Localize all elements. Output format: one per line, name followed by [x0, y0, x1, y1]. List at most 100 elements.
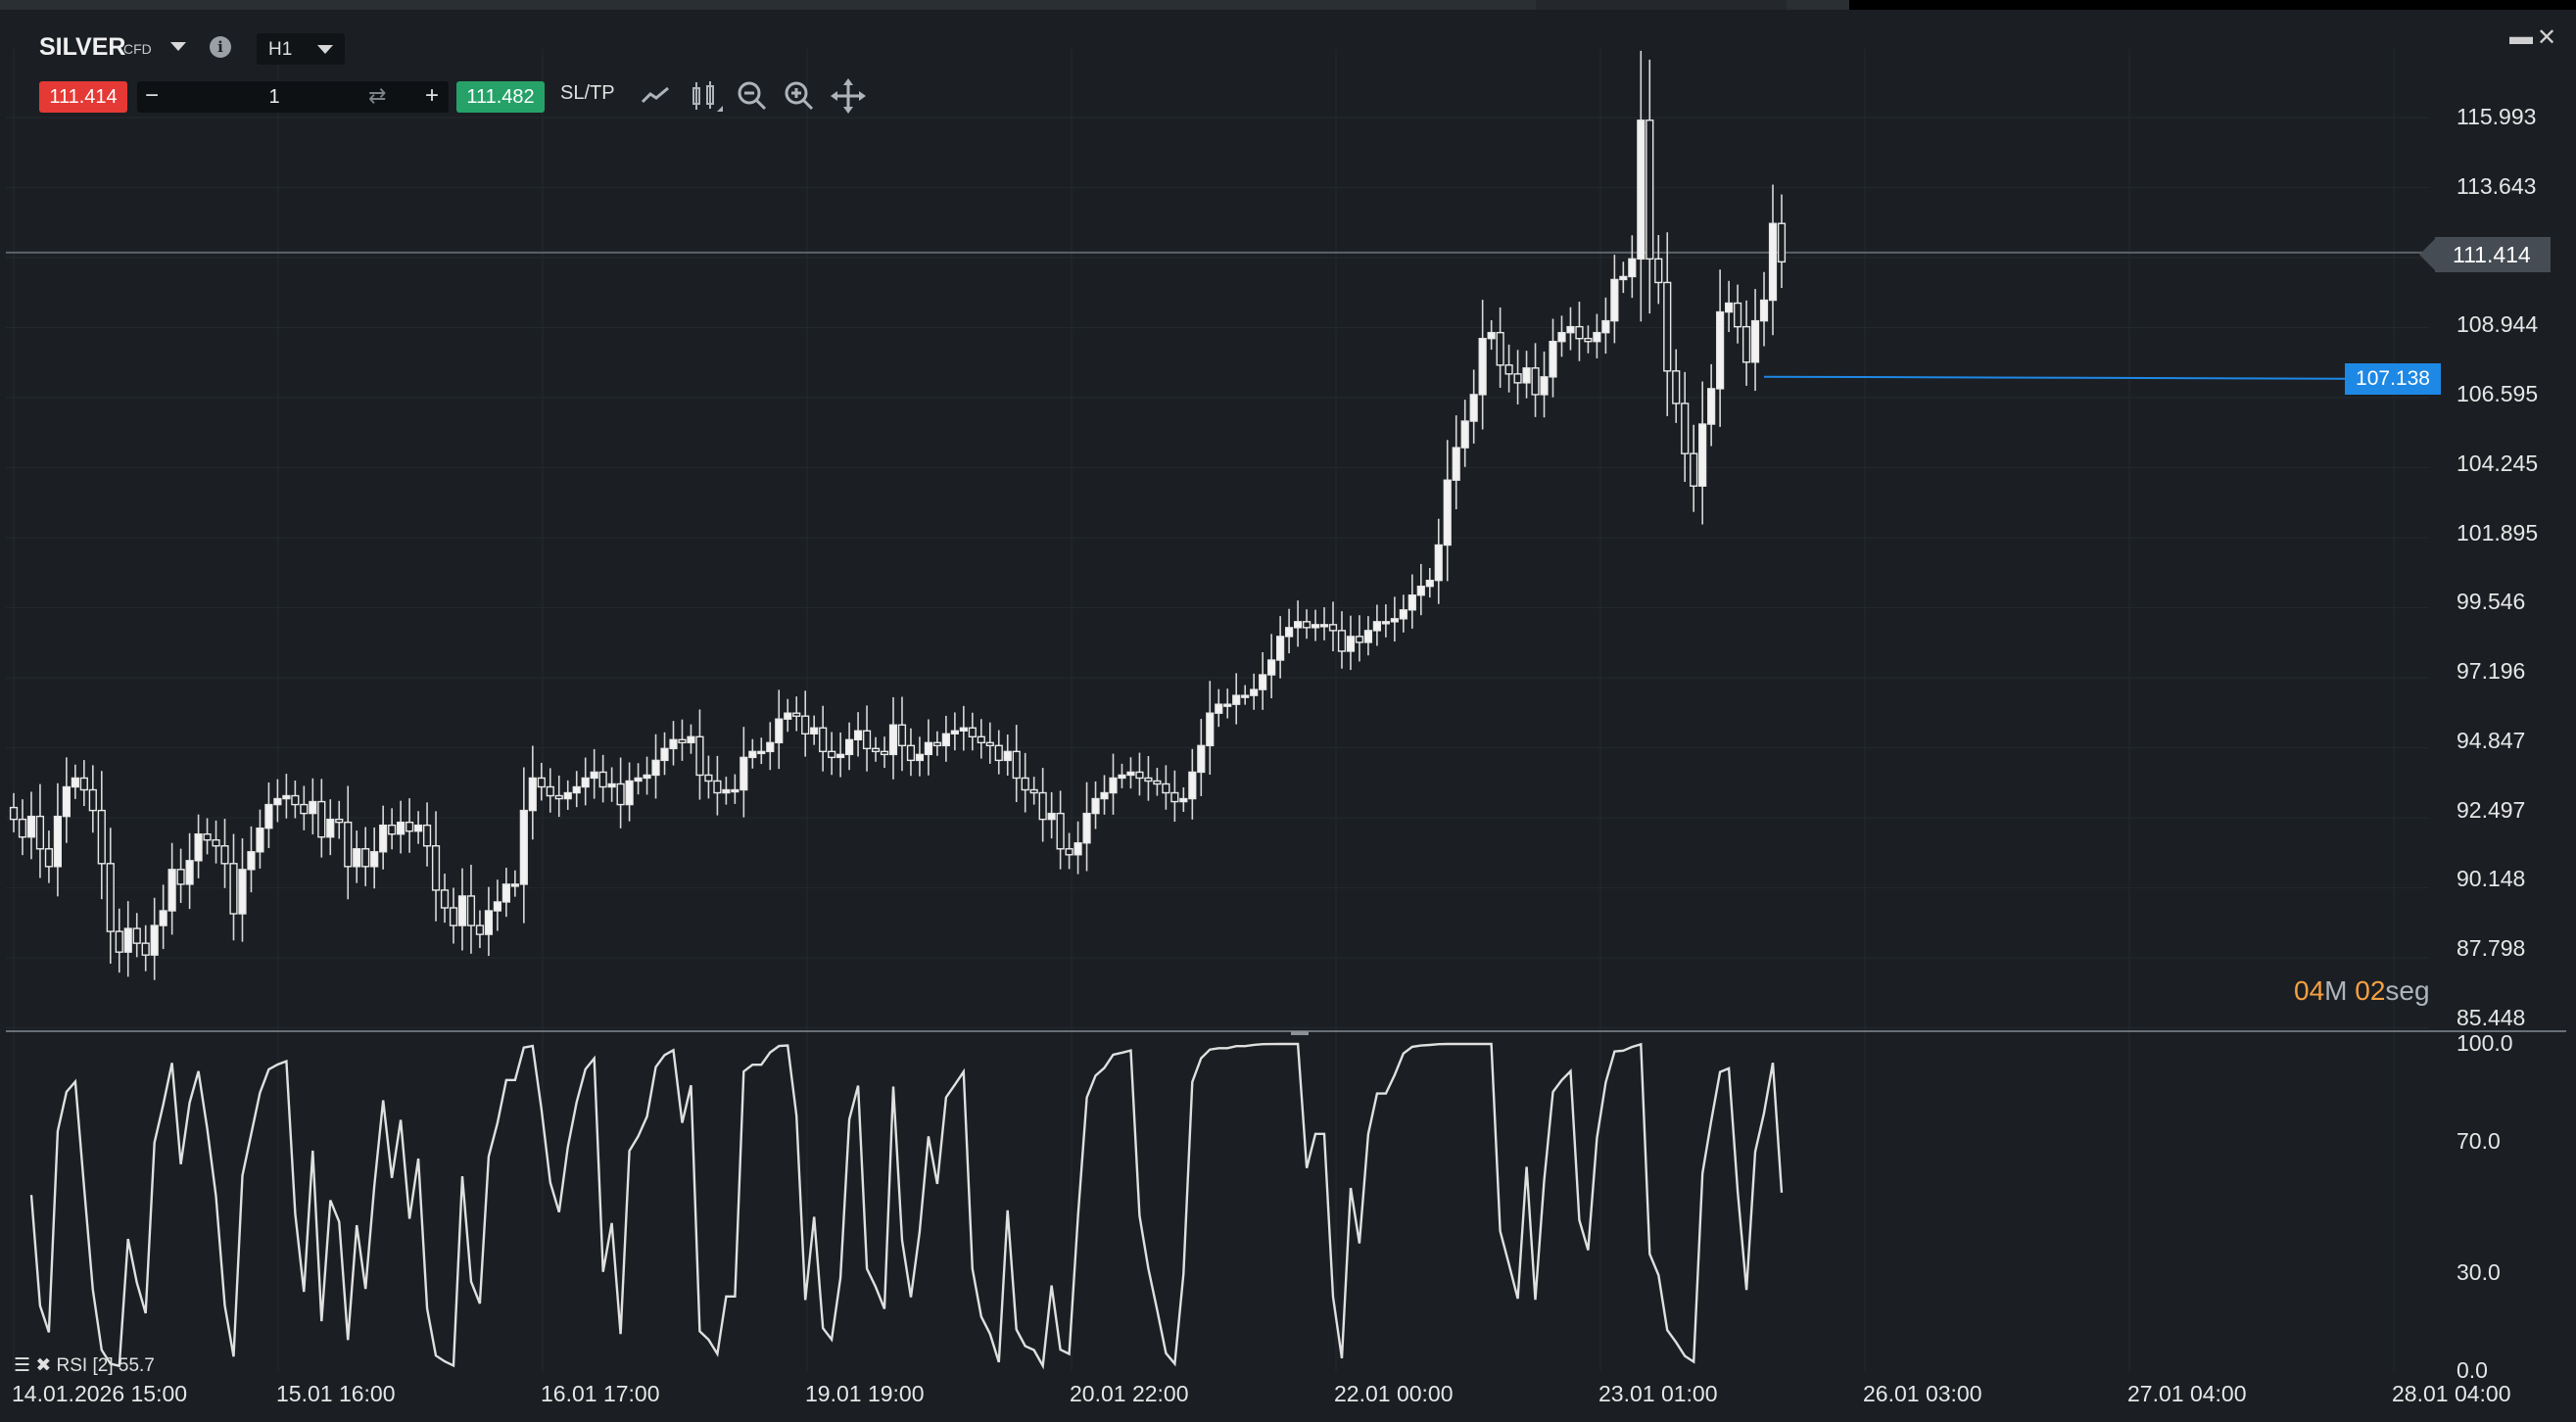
instrument-type-badge: CFD: [123, 41, 152, 57]
time-axis-tick: 26.01 03:00: [1863, 1381, 1982, 1406]
sltp-button[interactable]: SL/TP: [560, 82, 615, 104]
candle-body: [229, 863, 238, 915]
buy-price-button[interactable]: 111.482: [456, 81, 545, 113]
crosshair-icon[interactable]: [829, 76, 868, 116]
swap-icon[interactable]: ⇄: [368, 83, 387, 108]
price-axis-tick: 87.798: [2457, 935, 2526, 962]
close-window-icon[interactable]: ✕: [2537, 24, 2557, 51]
candle-body: [79, 777, 88, 791]
candle-body: [1135, 771, 1144, 780]
candle-body: [862, 730, 872, 750]
candle-body: [1003, 750, 1012, 762]
order-price-label[interactable]: 107.138: [2345, 362, 2441, 395]
candle-body: [1179, 797, 1188, 803]
candle-body: [1566, 325, 1575, 334]
candle-body: [801, 715, 810, 735]
candles-icon[interactable]: [686, 76, 725, 116]
candle-body: [1232, 694, 1241, 705]
candle-body: [1241, 694, 1250, 698]
candle-body: [1628, 258, 1637, 278]
indicator-menu-icon[interactable]: ☰: [14, 1355, 31, 1376]
time-axis-tick: 20.01 22:00: [1070, 1381, 1189, 1406]
candle-body: [26, 815, 36, 838]
candle-body: [1206, 712, 1215, 747]
time-axis-tick: 28.01 04:00: [2392, 1381, 2511, 1406]
candle-body: [1250, 688, 1259, 696]
candle-body: [220, 845, 229, 865]
rsi-axis-tick: 0.0: [2457, 1357, 2488, 1383]
candle-body: [1073, 842, 1082, 856]
candle-body: [300, 803, 309, 815]
price-axis-tick: 104.245: [2457, 450, 2539, 476]
candle-body: [1663, 281, 1672, 372]
candle-body: [669, 738, 678, 750]
candle-body: [291, 794, 300, 806]
candle-body: [132, 927, 141, 944]
candle-body: [625, 780, 634, 806]
candle-body: [317, 800, 326, 838]
candle-body: [1733, 302, 1742, 328]
time-axis-tick: 23.01 01:00: [1598, 1381, 1718, 1406]
quantity-value[interactable]: 1: [268, 86, 280, 108]
info-icon[interactable]: i: [210, 36, 231, 58]
candle-body: [810, 727, 819, 735]
candle-body: [959, 727, 968, 732]
quantity-stepper[interactable]: − 1 ⇄ +: [137, 81, 449, 113]
candle-body: [449, 907, 458, 926]
candle-body: [1170, 791, 1179, 803]
candle-body: [405, 821, 414, 832]
candle-body: [247, 851, 256, 871]
candle-body: [1681, 403, 1690, 454]
order-line: [1764, 375, 2346, 380]
line-chart-icon[interactable]: [637, 76, 676, 116]
candlestick-series: [9, 50, 1787, 980]
zoom-out-icon[interactable]: [733, 76, 772, 116]
candle-body: [897, 724, 907, 747]
candle-body: [1038, 791, 1047, 821]
candle-body: [176, 869, 185, 885]
candle-body: [1741, 325, 1751, 363]
candle-body: [836, 753, 845, 759]
candle-body: [1399, 609, 1407, 620]
candle-body: [915, 753, 925, 762]
candle-body: [123, 927, 132, 953]
candle-body: [1100, 791, 1109, 800]
candle-body: [924, 741, 933, 756]
candle-body: [256, 827, 264, 853]
sell-price-button[interactable]: 111.414: [39, 81, 127, 113]
increase-quantity-button[interactable]: +: [424, 82, 439, 109]
timeframe-select[interactable]: H1: [257, 33, 345, 65]
candle-body: [757, 750, 766, 755]
candle-body: [1434, 544, 1443, 582]
candle-body: [1646, 119, 1654, 261]
remove-indicator-icon[interactable]: ✖: [35, 1355, 52, 1376]
candle-body: [1293, 621, 1303, 629]
candle-body: [1337, 630, 1347, 652]
symbol-dropdown-chevron-icon[interactable]: [170, 42, 186, 51]
candle-body: [1328, 624, 1338, 632]
candle-body: [413, 824, 423, 832]
rsi-axis-tick: 100.0: [2457, 1030, 2513, 1056]
candle-body: [510, 883, 519, 887]
symbol-name: SILVER: [39, 33, 126, 61]
candle-body: [457, 895, 467, 926]
candle-body: [1416, 585, 1425, 596]
candle-body: [1690, 452, 1698, 487]
maximize-window-icon[interactable]: ▬: [2509, 24, 2533, 50]
time-axis-tick: 19.01 19:00: [805, 1381, 925, 1406]
candle-body: [739, 756, 748, 791]
candle-body: [1126, 771, 1135, 777]
rsi-legend[interactable]: ☰ ✖ RSI [2] 55.7: [14, 1354, 155, 1377]
price-axis-tick: 115.993: [2457, 104, 2537, 129]
candle-body: [370, 851, 379, 868]
countdown-minutes-unit: M: [2324, 975, 2348, 1006]
candle-body: [1109, 777, 1118, 794]
price-axis-tick: 97.196: [2457, 658, 2526, 685]
zoom-in-icon[interactable]: [780, 76, 819, 116]
candle-body: [722, 788, 731, 794]
candle-body: [1267, 659, 1276, 676]
candle-body: [71, 777, 79, 788]
candle-body: [501, 883, 510, 903]
decrease-quantity-button[interactable]: −: [144, 82, 159, 109]
